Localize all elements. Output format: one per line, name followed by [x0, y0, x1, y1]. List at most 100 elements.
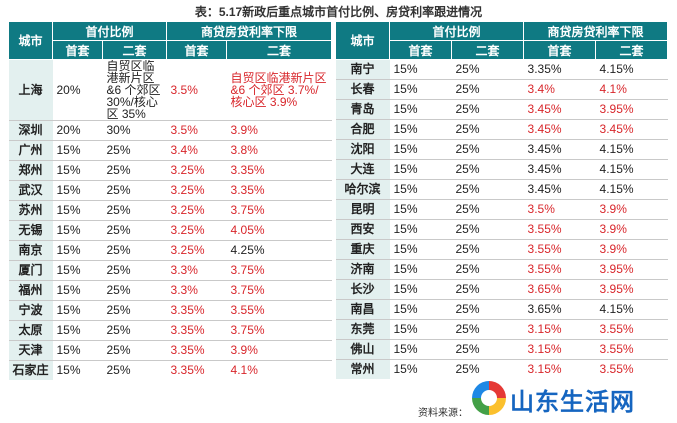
header-rate-floor: 商贷房贷利率下限	[523, 21, 669, 41]
first-down-payment-cell: 15%	[389, 139, 452, 160]
second-rate-cell: 3.8%	[226, 140, 332, 161]
city-cell: 长沙	[335, 279, 390, 300]
table-row: 石家庄 15% 25% 3.35% 4.1%	[8, 360, 332, 380]
table-row: 东莞 15% 25% 3.15% 3.55%	[335, 319, 668, 340]
header-down-payment: 首付比例	[388, 21, 525, 41]
first-rate-cell: 3.3%	[166, 260, 227, 281]
second-rate-cell: 3.35%	[226, 160, 332, 181]
first-rate-cell: 3.15%	[523, 359, 596, 379]
table-row: 济南 15% 25% 3.55% 3.95%	[335, 259, 668, 280]
first-rate-cell: 3.15%	[523, 339, 596, 360]
city-cell: 深圳	[8, 120, 53, 141]
second-rate-cell: 3.9%	[595, 219, 668, 240]
second-down-payment-cell: 25%	[102, 340, 167, 361]
first-rate-cell: 3.45%	[523, 99, 596, 120]
city-cell: 厦门	[8, 260, 53, 281]
city-cell: 重庆	[335, 239, 390, 260]
first-rate-cell: 3.45%	[523, 139, 596, 160]
city-cell: 天津	[8, 340, 53, 361]
first-rate-cell: 3.35%	[166, 320, 227, 341]
first-rate-cell: 3.65%	[523, 299, 596, 320]
second-down-payment-cell: 25%	[102, 180, 167, 201]
table-row: 长春 15% 25% 3.4% 4.1%	[335, 79, 668, 100]
header-second: 二套	[450, 40, 525, 60]
second-down-payment-cell: 25%	[102, 280, 167, 301]
first-rate-cell: 3.45%	[523, 179, 596, 200]
city-cell: 郑州	[8, 160, 53, 181]
second-rate-cell: 3.95%	[595, 279, 668, 300]
second-down-payment-cell: 25%	[102, 240, 167, 261]
city-cell: 哈尔滨	[335, 179, 390, 200]
second-rate-cell: 4.1%	[595, 79, 668, 100]
second-rate-cell: 4.05%	[226, 220, 332, 241]
header-first: 首套	[52, 40, 103, 60]
city-cell: 广州	[8, 140, 53, 161]
second-down-payment-cell: 25%	[102, 300, 167, 321]
table-row: 合肥 15% 25% 3.45% 3.45%	[335, 119, 668, 140]
first-rate-cell: 3.65%	[523, 279, 596, 300]
table-row: 无锡 15% 25% 3.25% 4.05%	[8, 220, 332, 241]
first-rate-cell: 3.55%	[523, 259, 596, 280]
table-row: 厦门 15% 25% 3.3% 3.75%	[8, 260, 332, 281]
first-down-payment-cell: 15%	[52, 300, 103, 321]
second-down-payment-cell: 25%	[451, 119, 524, 140]
second-down-payment-cell: 25%	[102, 360, 167, 380]
table-row: 大连 15% 25% 3.45% 4.15%	[335, 159, 668, 180]
second-down-payment-cell: 25%	[451, 99, 524, 120]
header-down-payment: 首付比例	[51, 21, 168, 41]
city-cell: 无锡	[8, 220, 53, 241]
first-down-payment-cell: 15%	[52, 240, 103, 261]
source-note: 资料来源：	[418, 408, 468, 419]
table-row: 沈阳 15% 25% 3.45% 4.15%	[335, 139, 668, 160]
city-cell: 青岛	[335, 99, 390, 120]
header-second: 二套	[226, 40, 333, 60]
second-down-payment-cell: 30%	[102, 120, 167, 141]
first-down-payment-cell: 20%	[52, 120, 103, 141]
left-table: 城市 首付比例 商贷房贷利率下限 首套 二套 首套 二套 上海 20% 自贸区临港新…	[8, 21, 333, 380]
second-rate-cell: 3.9%	[595, 239, 668, 260]
second-rate-cell: 3.95%	[595, 99, 668, 120]
first-down-payment-cell: 15%	[52, 140, 103, 161]
first-down-payment-cell: 15%	[389, 199, 452, 220]
second-rate-cell: 4.15%	[595, 59, 668, 80]
table-row: 郑州 15% 25% 3.25% 3.35%	[8, 160, 332, 181]
city-cell: 佛山	[335, 339, 390, 360]
header-city: 城市	[335, 21, 390, 60]
second-rate-cell: 3.55%	[226, 300, 332, 321]
table-row: 福州 15% 25% 3.3% 3.75%	[8, 280, 332, 301]
second-down-payment-cell: 25%	[102, 160, 167, 181]
second-rate-cell: 3.75%	[226, 280, 332, 301]
table-row: 南昌 15% 25% 3.65% 4.15%	[335, 299, 668, 320]
first-rate-cell: 3.5%	[523, 199, 596, 220]
table-row: 哈尔滨 15% 25% 3.45% 4.15%	[335, 179, 668, 200]
second-down-payment-cell: 25%	[102, 220, 167, 241]
right-table: 城市 首付比例 商贷房贷利率下限 首套 二套 首套 二套 南宁 15% 25% 3.3…	[335, 21, 669, 379]
table-row: 常州 15% 25% 3.15% 3.55%	[335, 359, 668, 379]
city-cell: 沈阳	[335, 139, 390, 160]
city-cell: 苏州	[8, 200, 53, 221]
first-rate-cell: 3.4%	[166, 140, 227, 161]
second-down-payment-cell: 25%	[102, 260, 167, 281]
second-down-payment-cell: 25%	[451, 139, 524, 160]
first-rate-cell: 3.4%	[523, 79, 596, 100]
second-rate-cell: 4.15%	[595, 139, 668, 160]
city-cell: 西安	[335, 219, 390, 240]
first-rate-cell: 3.25%	[166, 220, 227, 241]
second-down-payment-cell: 25%	[451, 319, 524, 340]
first-down-payment-cell: 15%	[52, 340, 103, 361]
second-down-payment-cell: 25%	[451, 239, 524, 260]
second-rate-cell: 3.95%	[595, 259, 668, 280]
header-second: 二套	[595, 40, 669, 60]
first-down-payment-cell: 15%	[389, 339, 452, 360]
header-first: 首套	[166, 40, 228, 60]
second-rate-cell: 自贸区临港新片区&6 个郊区 3.7%/核心区 3.9%	[226, 59, 332, 121]
table-row: 苏州 15% 25% 3.25% 3.75%	[8, 200, 332, 221]
second-down-payment-cell: 25%	[451, 359, 524, 379]
header-first: 首套	[389, 40, 452, 60]
first-rate-cell: 3.35%	[166, 360, 227, 380]
first-rate-cell: 3.45%	[523, 159, 596, 180]
city-cell: 上海	[8, 59, 53, 121]
second-rate-cell: 3.55%	[595, 359, 668, 379]
first-down-payment-cell: 15%	[389, 259, 452, 280]
table-row: 青岛 15% 25% 3.45% 3.95%	[335, 99, 668, 120]
